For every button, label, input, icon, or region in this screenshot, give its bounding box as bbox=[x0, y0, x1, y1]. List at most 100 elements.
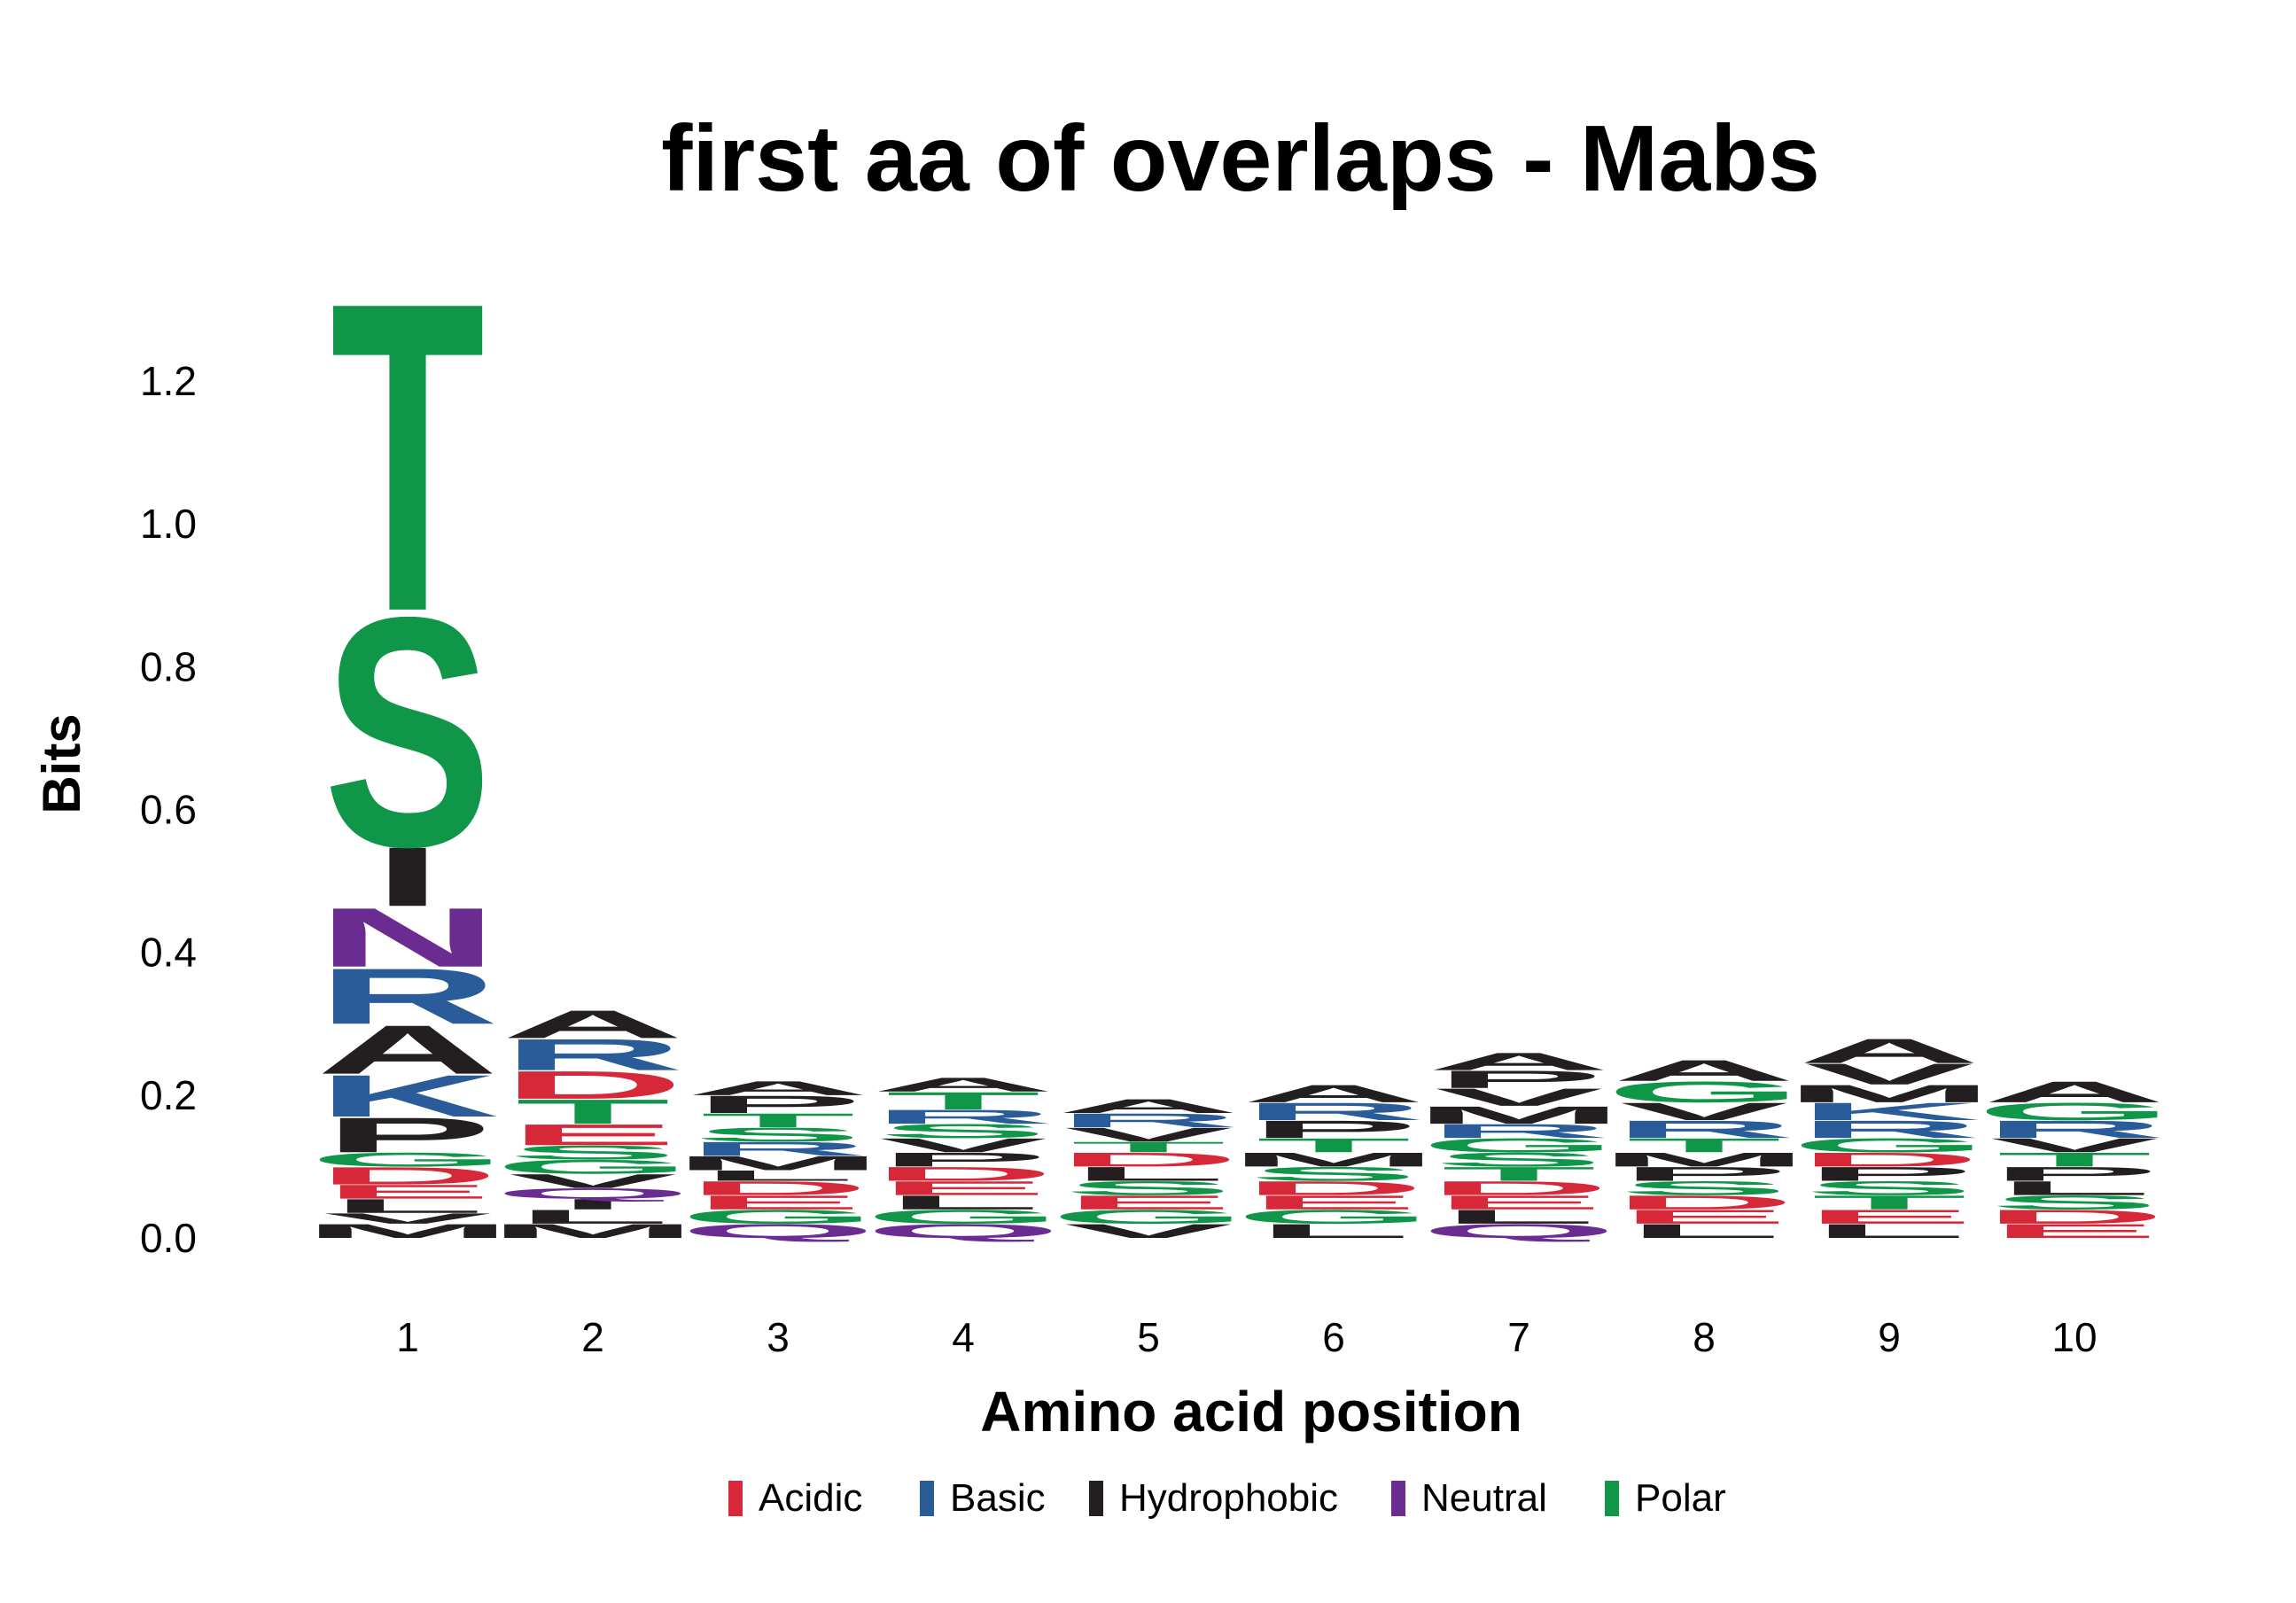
logo-letter: M bbox=[673, 1152, 883, 1174]
logo-letter: Q bbox=[494, 1185, 691, 1202]
logo-letter: P bbox=[1620, 1163, 1789, 1185]
logo-letter: D bbox=[872, 1163, 1055, 1185]
logo-letter: E bbox=[509, 1118, 678, 1151]
logo-letter: T bbox=[331, 211, 486, 704]
legend-swatch bbox=[728, 1481, 743, 1516]
logo-letter: G bbox=[1235, 1206, 1432, 1228]
logo-letter: I bbox=[557, 1196, 627, 1213]
logo-letter: G bbox=[1050, 1206, 1247, 1228]
logo-letter: E bbox=[879, 1177, 1048, 1199]
legend-label: Acidic bbox=[759, 1476, 862, 1520]
logo-letter: D bbox=[1798, 1148, 1981, 1171]
logo-letter: K bbox=[1798, 1098, 1981, 1125]
logo-letter: M bbox=[487, 1220, 698, 1242]
legend-label: Neutral bbox=[1421, 1476, 1547, 1520]
x-tick-label: 10 bbox=[2051, 1314, 2097, 1360]
logo-letter: G bbox=[1606, 1076, 1802, 1109]
logo-letter: P bbox=[1805, 1163, 1974, 1185]
x-axis-ticks: 1 2 3 4 5 6 7 8 9 10 bbox=[396, 1314, 2097, 1360]
logo-letter: L bbox=[1257, 1220, 1412, 1242]
logo-letter: L bbox=[331, 1195, 486, 1218]
logo-letter: P bbox=[694, 1091, 863, 1118]
x-tick-label: 7 bbox=[1507, 1314, 1530, 1360]
logo-letter: V bbox=[879, 1134, 1048, 1156]
logo-letter: L bbox=[1071, 1163, 1226, 1185]
logo-letter: V bbox=[1064, 1220, 1234, 1242]
logo-letter: S bbox=[1435, 1148, 1604, 1171]
logo-letter: R bbox=[316, 952, 499, 1040]
y-axis-label: Bits bbox=[32, 713, 91, 813]
logo-letter: V bbox=[1990, 1134, 2160, 1156]
legend-swatch bbox=[920, 1481, 934, 1516]
logo-letter: T bbox=[1257, 1134, 1412, 1156]
logo-letter: M bbox=[1228, 1148, 1439, 1171]
x-tick-label: 8 bbox=[1693, 1314, 1716, 1360]
logo-letter: E bbox=[1805, 1206, 1974, 1228]
logo-letter: R bbox=[1798, 1116, 1981, 1143]
logo-letter: S bbox=[694, 1124, 863, 1146]
logo-letter: L bbox=[516, 1206, 671, 1228]
logo-letter: A bbox=[687, 1078, 869, 1100]
logo-letter: E bbox=[1064, 1192, 1234, 1214]
logo-letter: S bbox=[323, 549, 493, 914]
logo-letter: V bbox=[509, 1170, 678, 1192]
legend: Acidic Basic Hydrophobic Neutral Polar bbox=[728, 1476, 1726, 1520]
logo-letter: S bbox=[1805, 1177, 1974, 1199]
logo-letter: G bbox=[494, 1156, 691, 1178]
y-tick-label: 1.2 bbox=[140, 358, 197, 404]
y-tick-label: 0.6 bbox=[140, 787, 197, 833]
logo-letter: R bbox=[1983, 1116, 2166, 1143]
logo-letter: L bbox=[1442, 1206, 1597, 1228]
logo-letter: D bbox=[687, 1177, 869, 1199]
y-tick-label: 0.2 bbox=[140, 1072, 197, 1118]
logo-letter: D bbox=[502, 1063, 684, 1108]
logo-letter: G bbox=[1791, 1134, 1988, 1156]
logo-letter: L bbox=[701, 1167, 856, 1184]
logo-letter: R bbox=[872, 1106, 1055, 1128]
logo-letter: I bbox=[372, 830, 442, 924]
logo-letter: P bbox=[1990, 1163, 2160, 1185]
logo-letter: E bbox=[694, 1192, 863, 1214]
x-tick-label: 2 bbox=[581, 1314, 604, 1360]
y-tick-label: 0.4 bbox=[140, 930, 197, 976]
logo-letter: K bbox=[316, 1062, 499, 1129]
logo-letter: A bbox=[1428, 1047, 1610, 1075]
logo-letter: G bbox=[309, 1148, 506, 1171]
chart-title: first aa of overlaps - Mabs bbox=[661, 106, 1820, 211]
logo-letter: T bbox=[1997, 1148, 2152, 1171]
legend-swatch bbox=[1391, 1481, 1405, 1516]
logo-letter: D bbox=[1057, 1148, 1240, 1171]
logo-letter: D bbox=[1428, 1177, 1610, 1199]
logo-letter: T bbox=[1627, 1134, 1782, 1156]
logo-letter: Q bbox=[1420, 1220, 1617, 1242]
x-tick-label: 3 bbox=[767, 1314, 790, 1360]
logo-letter: P bbox=[1435, 1066, 1604, 1093]
logo-letter: V bbox=[323, 1210, 493, 1227]
y-tick-label: 0.0 bbox=[140, 1215, 197, 1261]
logo-letter: E bbox=[323, 1180, 493, 1202]
logo-letter: L bbox=[1627, 1220, 1782, 1242]
logo-letter: Q bbox=[865, 1220, 1062, 1242]
logo-letter: G bbox=[680, 1206, 876, 1228]
logo-letter: N bbox=[316, 891, 499, 984]
legend-label: Hydrophobic bbox=[1119, 1476, 1338, 1520]
legend-swatch bbox=[1089, 1481, 1103, 1516]
logo-stacks: MVLEDGPKARNISTMLIQVGSETDRAQGEDLMRSTPAQGL… bbox=[302, 211, 2173, 1242]
logo-letter: D bbox=[316, 1162, 499, 1189]
logo-letter: R bbox=[687, 1138, 869, 1160]
x-tick-label: 9 bbox=[1878, 1314, 1901, 1360]
logo-letter: A bbox=[502, 1002, 684, 1047]
logo-letter: A bbox=[1983, 1076, 2166, 1109]
logo-letter: V bbox=[1620, 1098, 1789, 1125]
logo-letter: G bbox=[865, 1206, 1062, 1228]
legend-swatch bbox=[1605, 1481, 1619, 1516]
y-tick-label: 0.8 bbox=[140, 643, 197, 689]
